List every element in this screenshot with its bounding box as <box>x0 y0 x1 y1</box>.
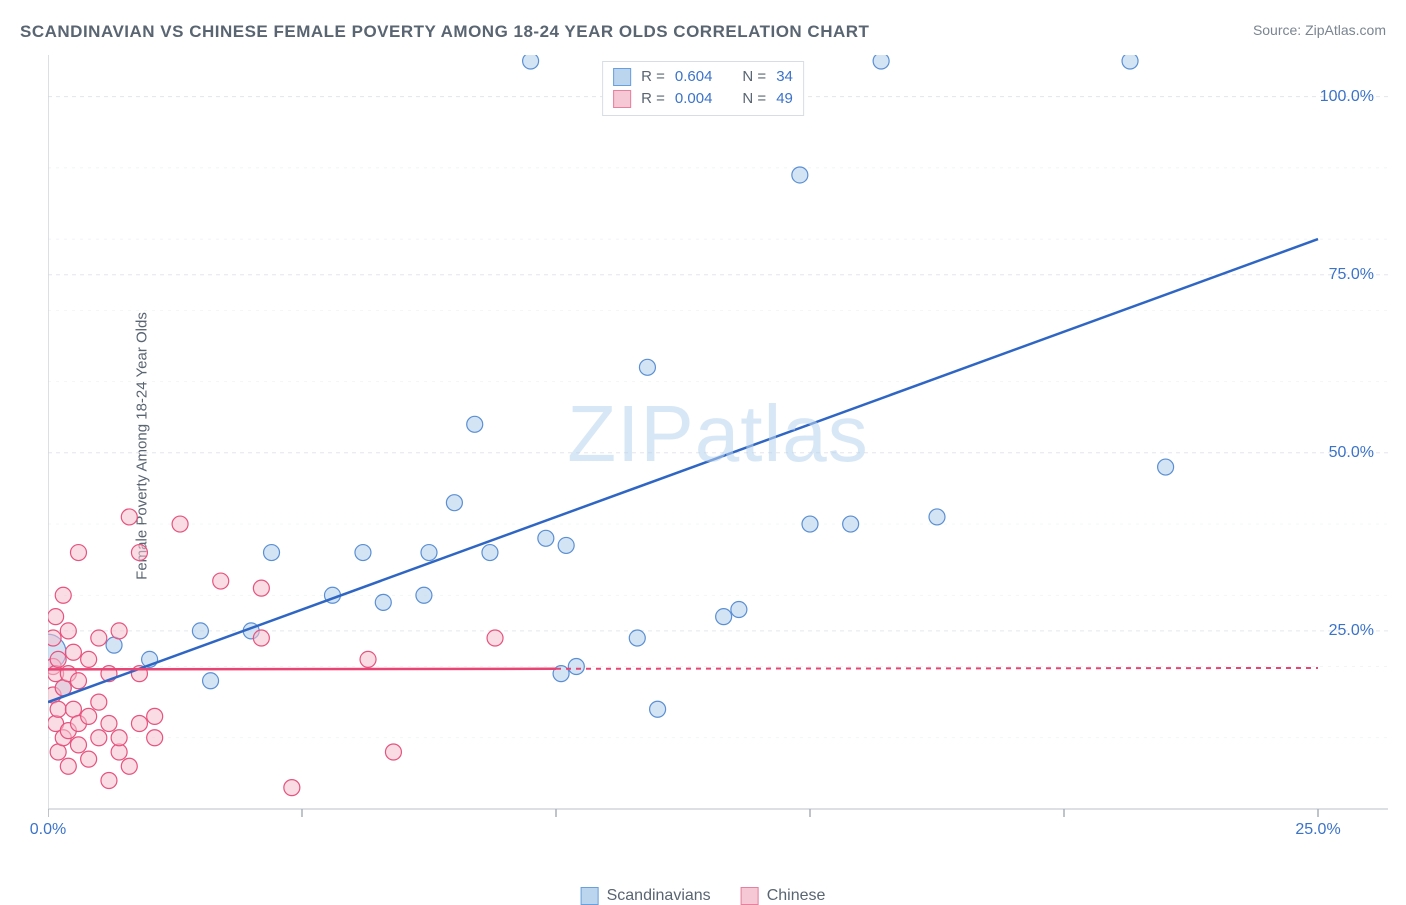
chart-container: SCANDINAVIAN VS CHINESE FEMALE POVERTY A… <box>0 0 1406 892</box>
legend-series-item: Chinese <box>741 887 826 905</box>
legend-series-label: Scandinavians <box>607 887 711 905</box>
legend-n-label: N = <box>742 66 766 88</box>
x-tick-label: 0.0% <box>30 821 66 839</box>
legend-n-value: 49 <box>776 88 793 110</box>
source-label: Source: ZipAtlas.com <box>1253 22 1386 38</box>
y-tick-label: 25.0% <box>1329 622 1374 640</box>
scatter-svg <box>48 55 1388 845</box>
legend-stats-row: R = 0.004 N = 49 <box>613 88 793 110</box>
legend-r-label: R = <box>641 88 665 110</box>
legend-n-label: N = <box>742 88 766 110</box>
legend-series: Scandinavians Chinese <box>581 887 826 905</box>
legend-n-value: 34 <box>776 66 793 88</box>
legend-r-value: 0.004 <box>675 88 713 110</box>
legend-stats: R = 0.604 N = 34 R = 0.004 N = 49 <box>602 61 804 116</box>
y-tick-label: 50.0% <box>1329 444 1374 462</box>
legend-r-label: R = <box>641 66 665 88</box>
plot-area: ZIPatlas 25.0%50.0%75.0%100.0%0.0%25.0% <box>48 55 1388 845</box>
legend-swatch <box>613 68 631 86</box>
chart-title: SCANDINAVIAN VS CHINESE FEMALE POVERTY A… <box>20 22 869 42</box>
legend-r-value: 0.604 <box>675 66 713 88</box>
x-tick-label: 25.0% <box>1295 821 1340 839</box>
legend-swatch <box>581 887 599 905</box>
y-tick-label: 75.0% <box>1329 266 1374 284</box>
legend-series-item: Scandinavians <box>581 887 711 905</box>
legend-stats-row: R = 0.604 N = 34 <box>613 66 793 88</box>
legend-series-label: Chinese <box>767 887 826 905</box>
legend-swatch <box>613 90 631 108</box>
legend-swatch <box>741 887 759 905</box>
y-tick-label: 100.0% <box>1320 88 1374 106</box>
